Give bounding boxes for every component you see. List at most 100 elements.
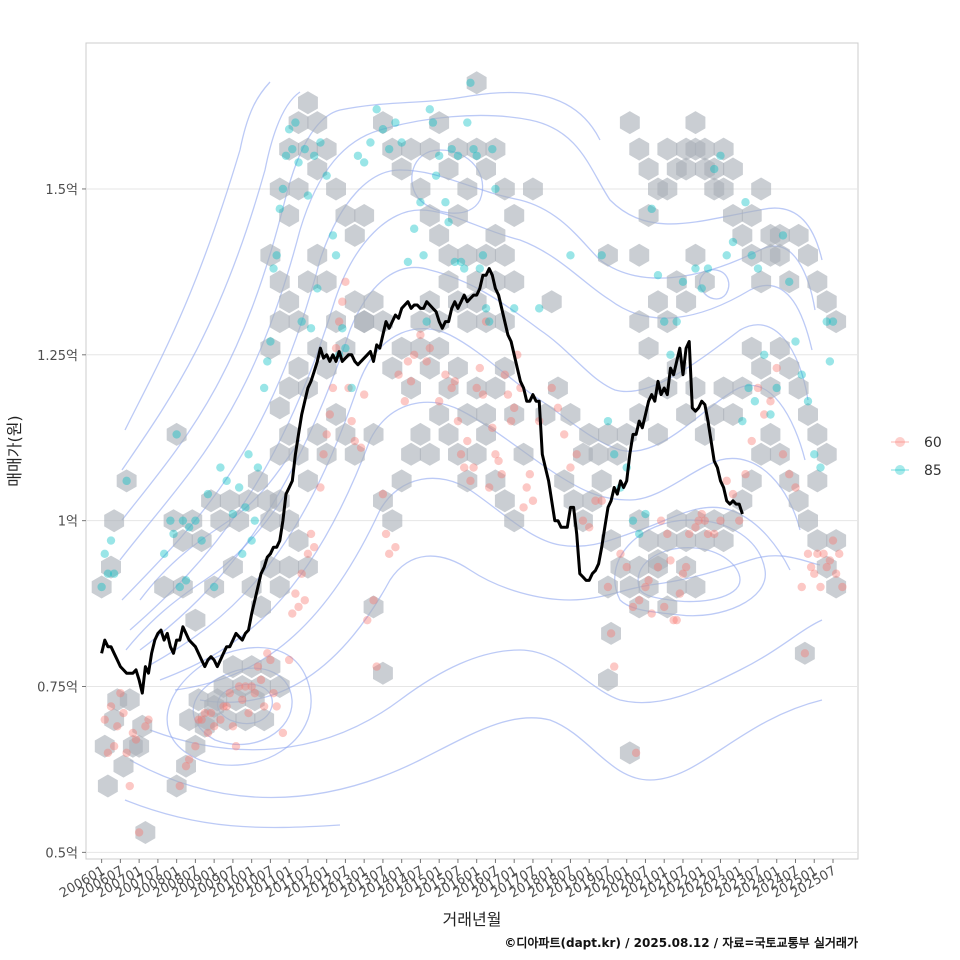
hexbin-cell <box>816 290 837 314</box>
scatter-point-85 <box>284 125 294 134</box>
hexbin-cell <box>601 621 621 645</box>
y-axis: 0.5억 0.75억 1억 1.25억 1.5억 <box>37 183 86 861</box>
hexbin-cell <box>723 403 743 426</box>
scatter-point-60 <box>372 662 381 671</box>
hexbin-cell <box>638 336 659 360</box>
scatter-point-85 <box>241 503 250 512</box>
hexbin-cell <box>629 555 650 579</box>
hexbin-cell <box>751 270 772 294</box>
hexbin-cell <box>807 270 828 294</box>
hexbin-cell <box>335 204 356 227</box>
hexbin-cell <box>307 111 328 135</box>
hexbin-cell <box>573 442 593 466</box>
scatter-point-85 <box>419 251 428 260</box>
hexbin-cell <box>629 509 650 533</box>
hexbin-cell <box>666 575 687 599</box>
scatter-point-60 <box>447 383 456 393</box>
hexbin-cell <box>485 223 506 247</box>
hexbin-cell <box>704 509 725 533</box>
scatter-point-60 <box>672 615 681 625</box>
scatter-point-60 <box>425 343 435 353</box>
scatter-point-60 <box>816 582 825 592</box>
scatter-point-85 <box>628 516 638 525</box>
hexbin-cell <box>769 442 790 466</box>
hexbin-cell <box>269 396 290 420</box>
hexbin-cell <box>335 422 356 446</box>
scatter-point-85 <box>288 144 297 154</box>
hexbin-cell <box>685 509 706 533</box>
hexbin-cell <box>316 356 337 380</box>
y-tick-label: 0.75억 <box>37 681 78 696</box>
hexbin-cell <box>316 442 337 466</box>
hexbin-cell <box>238 489 259 513</box>
scatter-point-60 <box>250 688 259 698</box>
scatter-point-85 <box>103 569 113 578</box>
scatter-point-85 <box>275 204 284 214</box>
scatter-point-60 <box>710 529 719 539</box>
scatter-point-60 <box>641 582 650 592</box>
scatter-point-85 <box>259 383 269 393</box>
hexbin-cell <box>344 223 365 247</box>
scatter-point-85 <box>331 251 341 260</box>
hexbin-cell <box>448 356 468 380</box>
hexbin-cell <box>135 821 156 844</box>
scatter-point-60 <box>735 516 744 525</box>
hexbin-cell <box>751 177 772 201</box>
hexbin-cell <box>104 708 125 732</box>
scatter-point-60 <box>141 722 150 731</box>
scatter-point-85 <box>635 529 644 539</box>
scatter-point-85 <box>469 144 478 154</box>
scatter-point-85 <box>403 257 413 267</box>
hexbin-cell <box>373 661 393 685</box>
contour-line <box>121 91 601 521</box>
scatter-point-85 <box>353 151 363 160</box>
scatter-point-60 <box>316 483 325 492</box>
hexbin-cell <box>713 137 734 161</box>
scatter-point-60 <box>703 529 713 539</box>
hexbin-cell <box>723 509 743 533</box>
hexbin-cell <box>807 469 828 493</box>
scatter-point-85 <box>263 357 272 366</box>
hexbin-cell <box>429 403 450 426</box>
hexbin-cell <box>457 403 478 426</box>
hexbin-cell <box>244 688 265 712</box>
hexbin-cell <box>485 376 506 400</box>
scatter-point-60 <box>325 410 334 419</box>
y-tick-label: 1.5억 <box>45 183 78 198</box>
scatter-point-60 <box>234 682 244 691</box>
scatter-point-60 <box>109 742 119 751</box>
scatter-point-60 <box>319 450 328 459</box>
hexbin-cell <box>91 575 112 599</box>
hexbin-cell <box>760 422 781 446</box>
scatter-point-85 <box>422 317 431 326</box>
hexbin-cell <box>410 336 431 360</box>
scatter-point-85 <box>710 164 719 174</box>
scatter-point-85 <box>297 317 306 326</box>
hexbin-cell <box>307 243 328 267</box>
scatter-point-60 <box>519 503 528 512</box>
scatter-point-60 <box>506 416 516 426</box>
scatter-point-85 <box>597 251 606 260</box>
contour-line <box>121 169 816 601</box>
hexbin-cell <box>354 310 375 334</box>
scatter-point-85 <box>797 370 806 379</box>
scatter-point-85 <box>234 483 244 492</box>
scatter-point-60 <box>475 363 485 373</box>
hexbin-cell <box>247 469 268 493</box>
hexbin-cell <box>798 243 818 267</box>
scatter-point-60 <box>785 470 794 479</box>
hexbin-cell <box>676 555 697 579</box>
hexbin-cell <box>279 376 300 400</box>
scatter-point-60 <box>244 708 253 718</box>
hexbin-cell <box>119 688 140 712</box>
hexbin-cell <box>513 442 534 466</box>
hexbin-cell <box>751 442 772 466</box>
scatter-point-85 <box>441 198 450 207</box>
hexbin-cell <box>182 509 203 533</box>
scatter-point-85 <box>425 105 435 114</box>
hexbin-cell <box>229 509 250 533</box>
hexbin-cell <box>798 509 818 533</box>
hexbin-cell <box>779 469 800 493</box>
scatter-point-85 <box>822 317 831 326</box>
x-axis-title: 거래년월 <box>443 910 502 929</box>
